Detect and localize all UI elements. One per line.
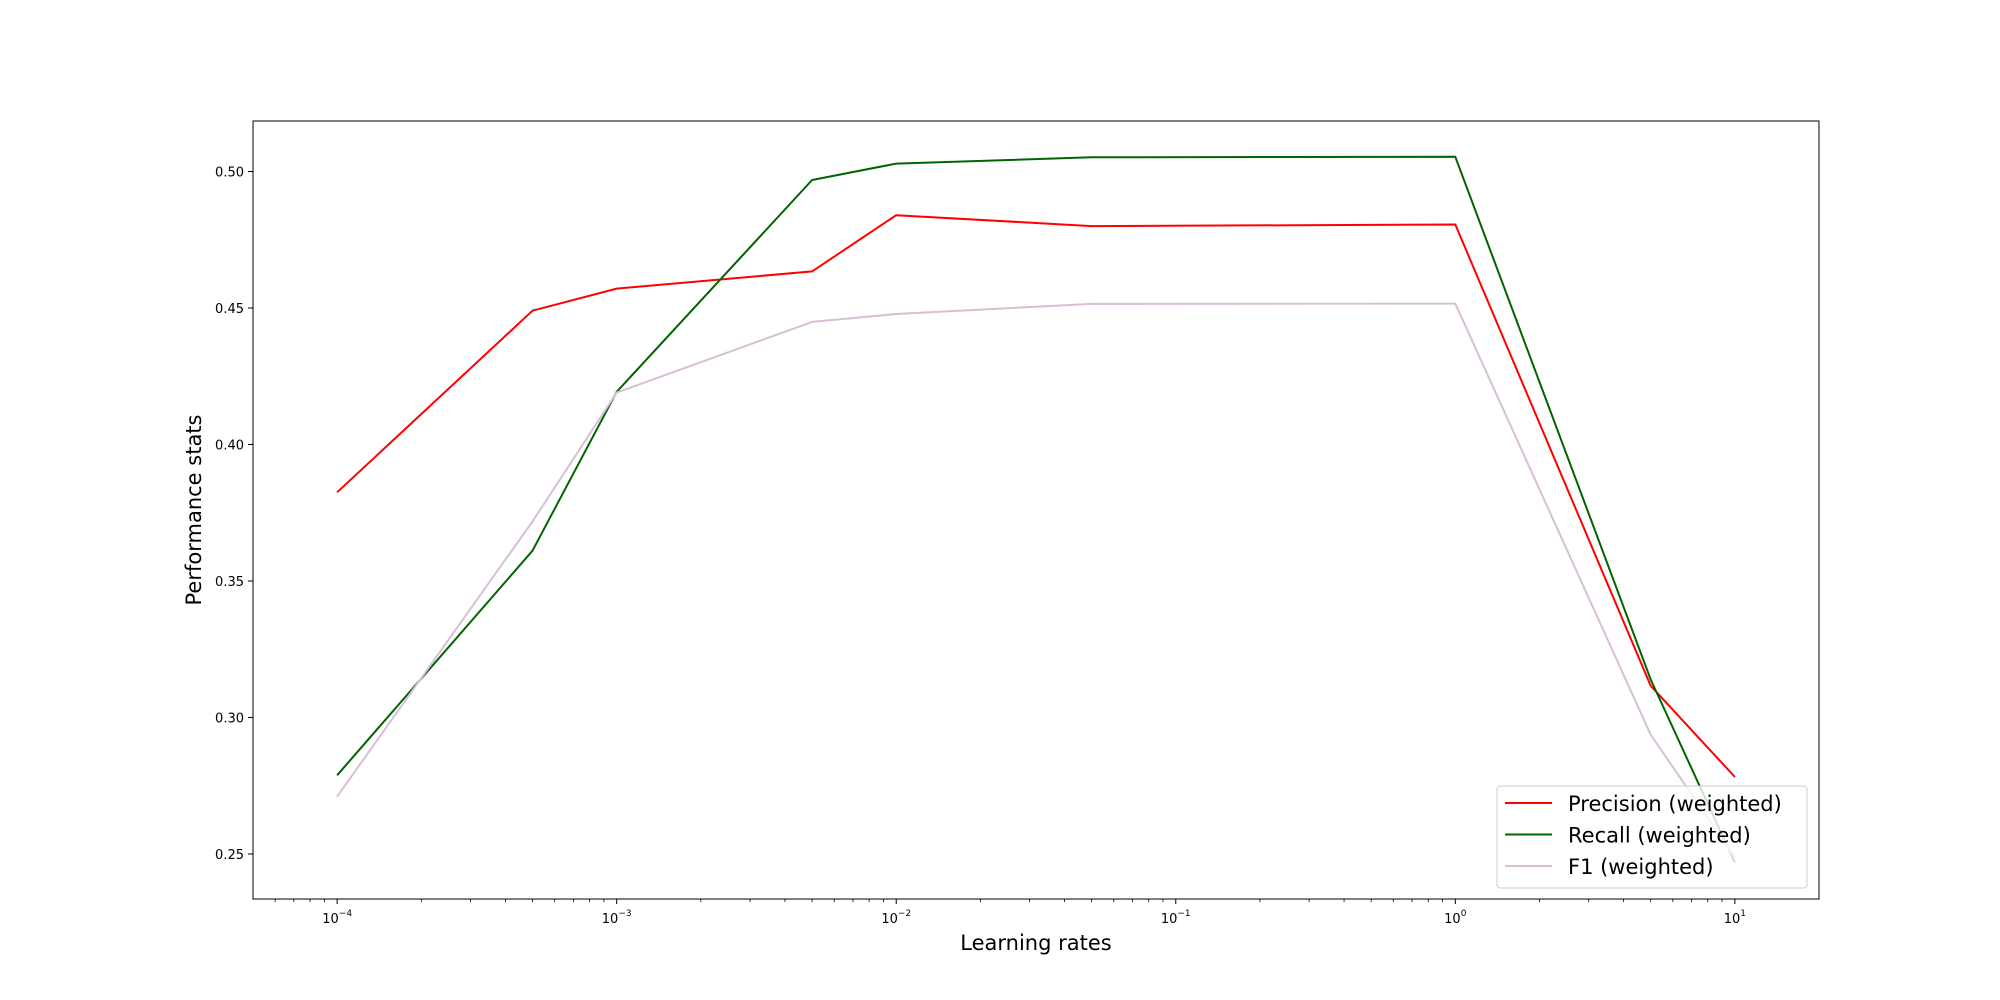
legend-label-3: F1 (weighted) xyxy=(1568,855,1714,879)
x-tick-label-4: 10−1 xyxy=(1161,909,1191,927)
y-axis: 0.25 0.30 0.35 0.40 0.45 0.50 xyxy=(215,166,253,863)
x-tick-label-1: 10−4 xyxy=(322,909,352,927)
legend-label-1: Precision (weighted) xyxy=(1568,792,1782,816)
y-tick-label-3: 0.35 xyxy=(215,575,244,590)
legend: Precision (weighted) Recall (weighted) F1 … xyxy=(1496,785,1808,889)
y-tick-label-6: 0.50 xyxy=(215,166,244,181)
y-tick-label-4: 0.40 xyxy=(215,438,244,453)
x-tick-label-5: 100 xyxy=(1444,909,1467,927)
series-line-3 xyxy=(336,302,1736,859)
x-tick-label-2: 10−3 xyxy=(602,909,632,927)
plot-frame xyxy=(252,120,1820,900)
y-tick-label-1: 0.25 xyxy=(215,848,244,863)
y-tick-label-2: 0.30 xyxy=(215,711,244,726)
y-tick-label-5: 0.45 xyxy=(215,302,244,317)
series-layer xyxy=(336,155,1736,864)
x-tick-label-3: 10−2 xyxy=(881,909,911,927)
series-line-1 xyxy=(336,214,1736,778)
x-tick-label-6: 101 xyxy=(1724,909,1746,927)
x-axis: 10−4 10−3 10−2 10−1 100 101 xyxy=(274,899,1746,927)
y-axis-label: Performance stats xyxy=(182,415,206,606)
legend-label-2: Recall (weighted) xyxy=(1568,824,1751,848)
x-axis-label: Learning rates xyxy=(960,931,1111,955)
series-line-2 xyxy=(336,155,1736,864)
legend-box xyxy=(1496,785,1808,889)
